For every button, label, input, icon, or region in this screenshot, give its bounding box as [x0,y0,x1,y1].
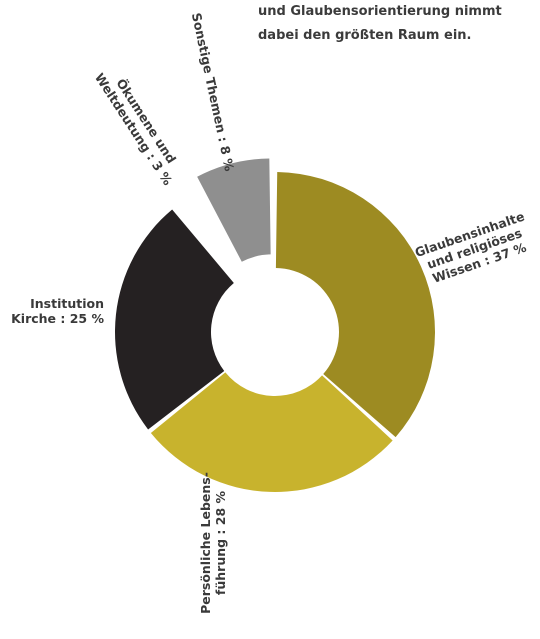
slice-label-line: Persönliche Lebens- [198,472,213,614]
intro-text: und Glaubensorientierung nimmt dabei den… [258,0,540,48]
slice-label-line: Institution [30,296,104,311]
intro-line-1: und Glaubensorientierung nimmt [258,4,502,19]
slice-sonstige-themen [197,158,271,262]
slice-label-line: Kirche : 25 % [11,311,104,326]
slice-label-institution-kirche: Institution Kirche : 25 % [11,296,104,326]
slice-persoenliche-lebensfuehrung [150,372,393,492]
slice-oekumene-weltdeutung [175,192,244,282]
slice-institution-kirche [115,209,234,430]
slice-label-persoenliche-lebensfuehrung: Persönliche Lebens- führung : 28 % [198,472,228,614]
slice-glaubensinhalte [275,172,435,438]
slice-label-line: führung : 28 % [213,490,228,596]
intro-line-2: dabei den größten Raum ein. [258,28,472,43]
